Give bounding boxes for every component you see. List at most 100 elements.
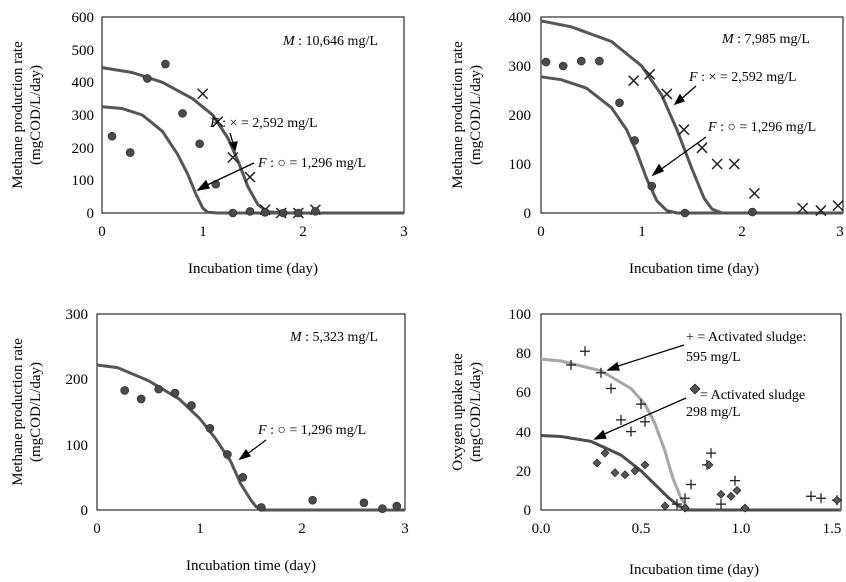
fit-curve-line — [540, 434, 841, 512]
dot-marker — [161, 59, 170, 69]
x-tick-label: 0 — [93, 521, 101, 537]
plus-marker — [606, 383, 616, 394]
dot-marker — [205, 424, 215, 433]
annotation-m-value: : 7,985 mg/L — [734, 32, 810, 47]
dot-marker — [120, 386, 130, 395]
plus-marker — [580, 346, 590, 357]
diamond-marker — [640, 460, 650, 470]
annotation-f-label: F — [257, 156, 267, 171]
x-marker-stroke — [815, 205, 827, 217]
annotation-m: M : 10,646 mg/L — [282, 34, 378, 49]
x-tick-label: 0 — [537, 224, 545, 240]
arrow-head — [606, 361, 620, 371]
x-tick-label: 3 — [400, 224, 408, 240]
x-marker — [227, 151, 239, 163]
dot-marker — [170, 388, 180, 398]
dot-marker — [558, 61, 568, 71]
x-marker-stroke — [227, 151, 239, 163]
annotation-f-o: F : ○ = 1,296 mg/L — [707, 120, 816, 135]
x-marker-stroke — [696, 142, 708, 154]
dot-marker — [125, 148, 135, 157]
dot-marker — [256, 503, 266, 512]
plus-marker — [616, 414, 626, 425]
arrow-head — [196, 179, 210, 191]
dot-marker — [615, 98, 624, 108]
annotation-m-label: M — [282, 34, 296, 49]
y-tick-label: 200 — [509, 108, 532, 124]
x-axis-label: Incubation time (day) — [629, 562, 759, 578]
plus-marker — [566, 359, 576, 370]
y-axis-label: (mgCOD/L/day) — [28, 65, 44, 165]
plus-marker — [806, 491, 816, 502]
y-tick-label: 200 — [72, 141, 95, 157]
x-tick-labels: 0 1 2 3 — [537, 224, 844, 240]
x-marker-stroke — [628, 75, 640, 87]
x-marker — [696, 142, 708, 154]
y-tick-label: 80 — [516, 346, 531, 362]
annotation-m-label: M — [289, 330, 303, 345]
plus-marker — [680, 493, 690, 504]
y-tick-label: 100 — [509, 307, 532, 323]
y-tick-label: 400 — [72, 75, 95, 91]
x-tick-label: 3 — [836, 224, 844, 240]
y-tick-label: 300 — [72, 108, 95, 124]
fit-curve-line — [101, 105, 404, 215]
dot-marker — [228, 208, 238, 218]
annotation-m: M : 7,985 mg/L — [721, 32, 810, 47]
plus-marker — [672, 499, 682, 510]
y-axis-label: Methane production rate — [10, 41, 26, 189]
y-tick-label: 0 — [81, 503, 89, 519]
annotation-f-label: F — [707, 120, 717, 135]
annotation-f-text: : × = 2,592 mg/L — [698, 70, 797, 85]
annotation-arrows — [593, 344, 687, 440]
dot-marker — [392, 501, 402, 511]
x-marker — [711, 158, 723, 170]
annotation-f-o: F : ○ = 1,296 mg/L — [257, 423, 366, 438]
panel-3: 0 100 200 300 0 1 2 3 Incubation time (d… — [10, 307, 409, 574]
fit-curve-line — [540, 19, 843, 215]
y-axis-label: (mgCOD/L/day) — [468, 65, 484, 165]
x-tick-label: 1.5 — [823, 521, 842, 537]
x-tick-label: 1.0 — [732, 521, 751, 537]
diamond-marker — [620, 470, 630, 480]
x-marker-stroke — [661, 88, 673, 100]
x-marker — [244, 171, 256, 183]
x-tick-label: 2 — [298, 521, 306, 537]
diamond-marker — [680, 503, 690, 513]
y-tick-label: 0 — [524, 206, 532, 222]
x-marker — [797, 202, 809, 214]
x-marker — [748, 187, 760, 199]
diamond-marker — [732, 485, 742, 495]
dot-marker — [154, 384, 163, 394]
x-marker — [197, 88, 209, 100]
series-layer — [540, 346, 842, 513]
dot-marker — [359, 498, 369, 508]
series-layer — [540, 19, 844, 218]
arrow-head — [228, 141, 238, 152]
x-marker-stroke — [832, 200, 844, 212]
y-tick-label: 400 — [509, 10, 532, 26]
x-marker — [815, 205, 827, 217]
x-marker — [628, 75, 640, 87]
annotation-sludge-298-line1: = Activated sludge — [700, 388, 805, 403]
fit-curve-line — [540, 357, 841, 512]
y-tick-label: 100 — [72, 173, 95, 189]
dot-marker — [195, 139, 204, 149]
diamond-marker — [600, 448, 610, 458]
dot-marker — [680, 208, 690, 218]
plus-marker — [816, 493, 826, 504]
x-marker — [678, 124, 690, 136]
x-axis-label: Incubation time (day) — [629, 261, 759, 277]
dot-marker — [748, 207, 757, 217]
annotation-f-o: F : ○ = 1,296 mg/L — [257, 156, 366, 171]
diamond-marker — [704, 460, 714, 470]
plus-marker — [626, 426, 636, 437]
y-tick-label: 300 — [509, 59, 532, 75]
dot-marker — [238, 473, 248, 482]
x-tick-label: 3 — [401, 521, 409, 537]
fit-curve-line — [540, 75, 843, 215]
x-marker-stroke — [644, 68, 656, 80]
x-marker-stroke — [244, 171, 256, 183]
diamond-marker — [592, 458, 602, 468]
